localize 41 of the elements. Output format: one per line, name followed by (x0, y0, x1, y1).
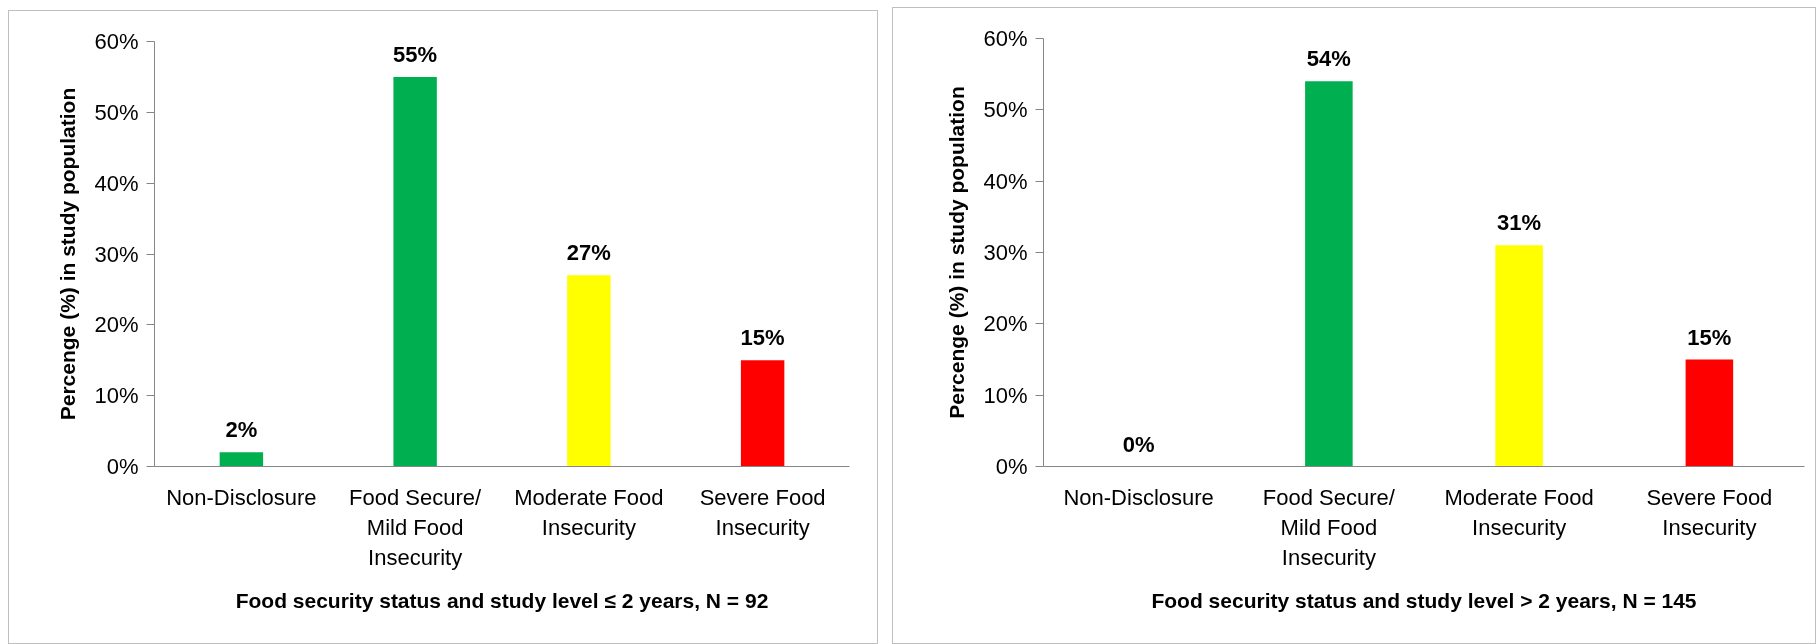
y-tick-label: 40% (983, 168, 1028, 194)
bar (1685, 359, 1734, 467)
y-tick-label: 40% (94, 170, 139, 196)
y-tick-label: 30% (94, 241, 139, 267)
data-label: 15% (740, 325, 785, 351)
y-tick-label: 60% (983, 26, 1028, 51)
y-tick-label: 20% (983, 311, 1028, 337)
bar (219, 452, 264, 467)
bar (1495, 245, 1543, 467)
data-label: 2% (225, 417, 258, 443)
bar (567, 275, 611, 467)
y-axis-title: Percenge (%) in study population (56, 87, 80, 421)
y-axis-title: Percenge (%) in study population (945, 86, 969, 419)
y-tick-label: 10% (983, 382, 1028, 408)
bar (393, 76, 437, 467)
y-tick-label: 50% (983, 97, 1028, 123)
x-axis-title: Food security status and study level > 2 years, N = 145 (1151, 588, 1697, 612)
x-tick-label: Severe Food Insecurity (699, 484, 826, 540)
data-label: 54% (1306, 46, 1351, 72)
data-label: 27% (566, 240, 611, 266)
y-tick-label: 30% (983, 240, 1028, 265)
y-tick-label: 0% (995, 454, 1028, 479)
bar (1305, 81, 1353, 467)
data-label: 55% (393, 41, 438, 67)
x-tick-label: Food Secure/ Mild Food Insecurity (349, 484, 483, 570)
data-label: 15% (1687, 324, 1732, 350)
x-tick-label: Non-Disclosure (166, 484, 317, 510)
y-tick-label: 60% (94, 29, 139, 54)
x-tick-label: Severe Food Insecurity (1646, 484, 1773, 540)
bar (740, 360, 785, 467)
data-label: 31% (1497, 210, 1542, 236)
y-tick-label: 20% (94, 312, 139, 338)
x-tick-label: Moderate Food Insecurity (1444, 484, 1594, 540)
x-tick-label: Non-Disclosure (1063, 484, 1214, 510)
x-axis-title: Food security status and study level ≤ 2 years, N = 92 (235, 588, 769, 612)
x-tick-label: Food Secure/ Mild Food Insecurity (1262, 484, 1396, 570)
y-tick-label: 0% (106, 454, 139, 479)
x-tick-label: Moderate Food Insecurity (514, 484, 664, 540)
y-tick-label: 10% (94, 383, 139, 409)
y-tick-label: 50% (94, 99, 139, 125)
data-label: 0% (1122, 431, 1155, 457)
